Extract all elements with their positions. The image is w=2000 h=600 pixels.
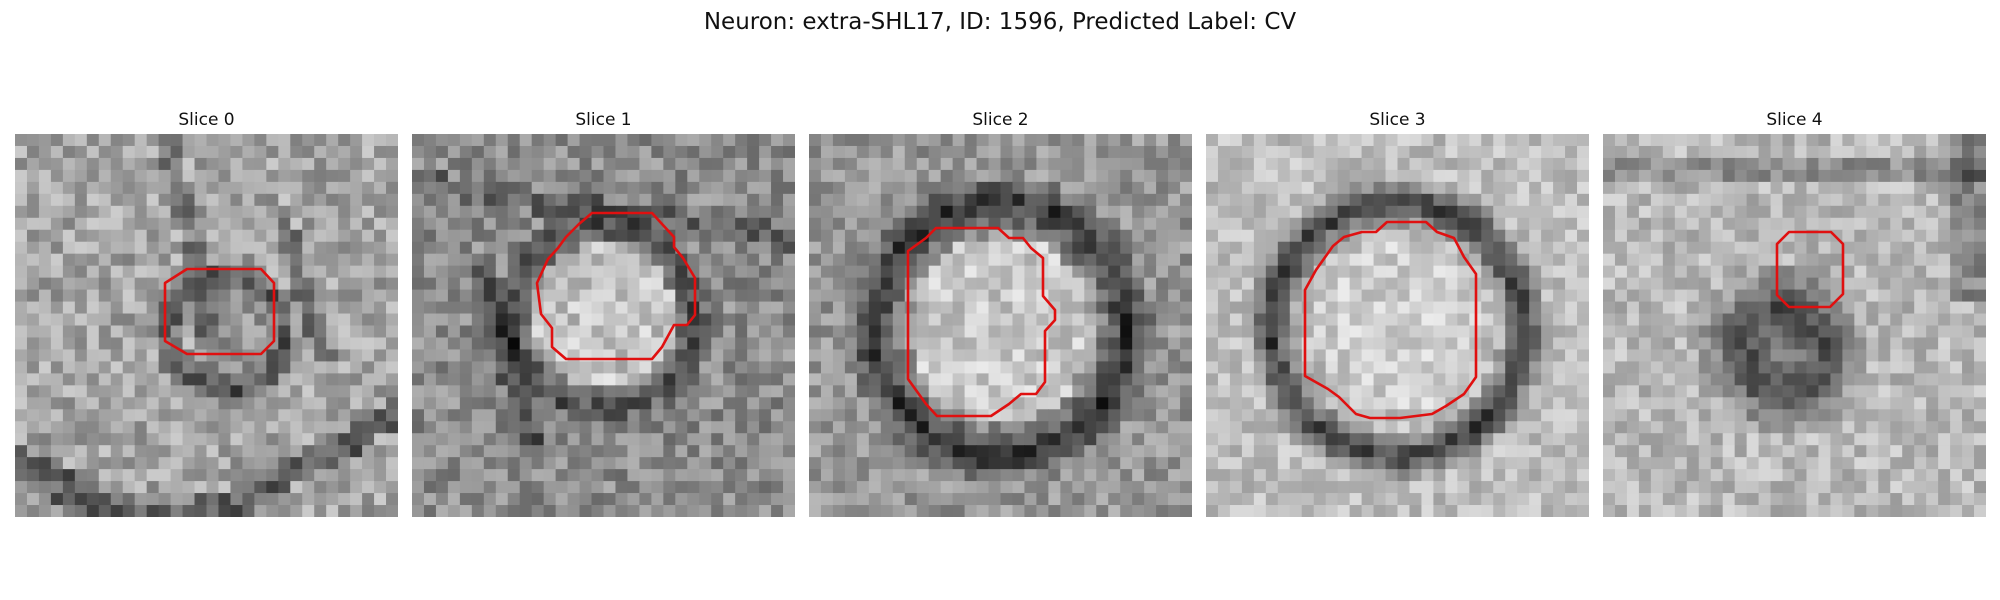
slice-1-canvas (412, 134, 795, 517)
slice-3-contour (1303, 220, 1478, 420)
slice-4-contour (1775, 230, 1845, 309)
slice-2-image (809, 134, 1192, 517)
slice-1-contour (535, 211, 697, 361)
slice-2-contour (906, 226, 1057, 418)
slice-4-pixels (1603, 134, 1986, 517)
slice-2-title: Slice 2 (972, 110, 1029, 130)
slice-0-image (15, 134, 398, 517)
slice-1-title: Slice 1 (575, 110, 632, 130)
slice-2-canvas (809, 134, 1192, 517)
slice-0-pixels (15, 134, 398, 517)
slice-3-image (1206, 134, 1589, 517)
slice-0-contour (163, 267, 276, 356)
slice-0-title: Slice 0 (178, 110, 235, 130)
slice-4-image (1603, 134, 1986, 517)
slice-4-canvas (1603, 134, 1986, 517)
figure-title: Neuron: extra-SHL17, ID: 1596, Predicted… (703, 9, 1297, 35)
slice-3-canvas (1206, 134, 1589, 517)
slice-3-title: Slice 3 (1369, 110, 1426, 130)
slice-1-pixels (412, 134, 795, 517)
slice-1-image (412, 134, 795, 517)
slice-2-pixels (809, 134, 1192, 517)
slice-3-pixels (1206, 134, 1589, 517)
slice-4-title: Slice 4 (1766, 110, 1823, 130)
slice-0-canvas (15, 134, 398, 517)
